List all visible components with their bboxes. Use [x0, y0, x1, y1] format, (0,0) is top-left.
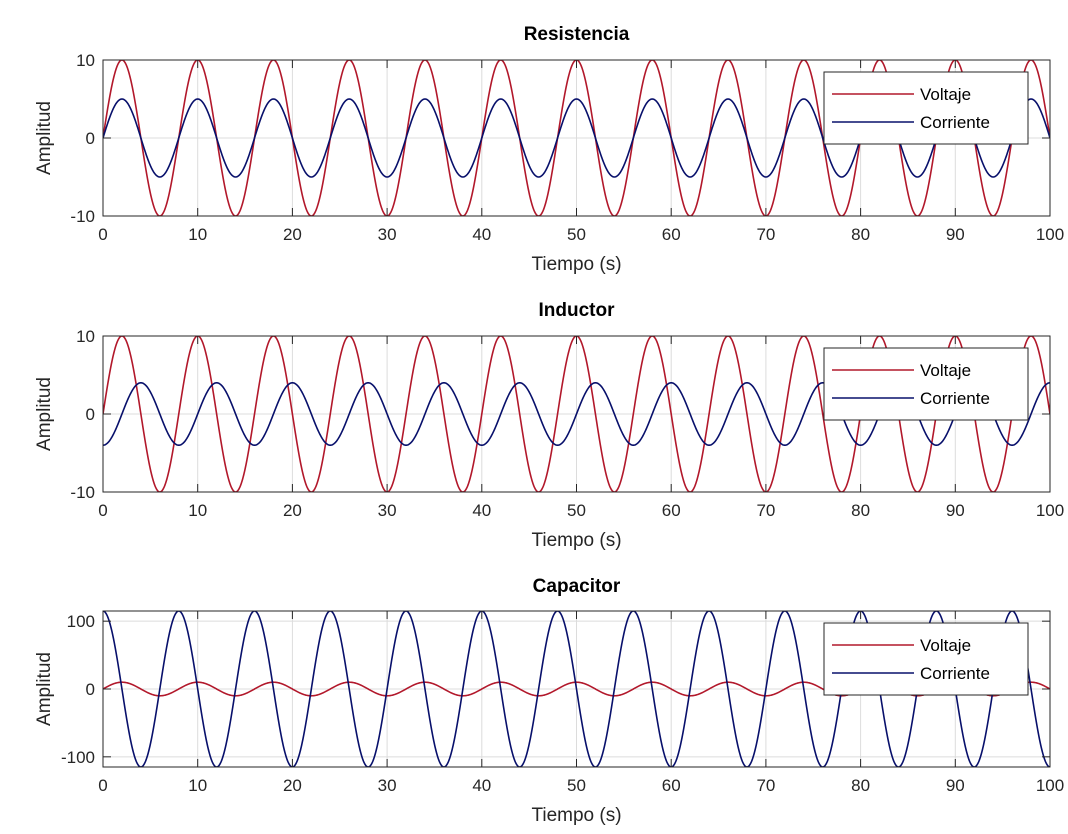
x-tick-label: 80 [851, 501, 870, 520]
chart-title: Capacitor [533, 576, 621, 597]
x-tick-label: 60 [662, 225, 681, 244]
legend-label-voltaje: Voltaje [920, 361, 971, 380]
x-tick-label: 80 [851, 225, 870, 244]
x-tick-label: 60 [662, 501, 681, 520]
x-axis-label: Tiempo (s) [531, 530, 621, 551]
chart-panel-2: 0 10 20 30 40 50 60 70 80 90 100-10010InductorTiem… [34, 300, 1064, 551]
x-tick-label: 40 [472, 776, 491, 795]
legend: Voltaje Corriente [823, 347, 1029, 421]
x-tick-label: 0 [98, 225, 107, 244]
x-tick-label: 40 [472, 225, 491, 244]
legend-label-voltaje: Voltaje [920, 85, 971, 104]
legend-label-corriente: Corriente [920, 664, 990, 683]
x-tick-label: 10 [188, 225, 207, 244]
y-tick-label: -10 [70, 207, 95, 226]
x-tick-label: 60 [662, 776, 681, 795]
x-tick-label: 90 [946, 501, 965, 520]
y-tick-label: 10 [76, 51, 95, 70]
y-axis-label: Amplitud [34, 101, 55, 175]
chart-title: Resistencia [524, 24, 630, 45]
x-tick-label: 90 [946, 225, 965, 244]
x-axis-label: Tiempo (s) [531, 254, 621, 275]
y-tick-label: -10 [70, 483, 95, 502]
x-tick-label: 80 [851, 776, 870, 795]
x-tick-label: 100 [1036, 501, 1064, 520]
x-tick-label: 10 [188, 776, 207, 795]
x-tick-label: 20 [283, 776, 302, 795]
legend: Voltaje Corriente [823, 622, 1029, 696]
x-tick-label: 40 [472, 501, 491, 520]
chart-title: Inductor [539, 300, 616, 321]
legend-box [823, 347, 1029, 421]
x-tick-label: 20 [283, 225, 302, 244]
x-tick-label: 70 [756, 776, 775, 795]
x-tick-label: 70 [756, 501, 775, 520]
x-tick-label: 50 [567, 776, 586, 795]
x-tick-label: 70 [756, 225, 775, 244]
y-tick-label: -100 [61, 748, 95, 767]
x-tick-label: 30 [378, 501, 397, 520]
x-tick-label: 30 [378, 776, 397, 795]
x-axis-label: Tiempo (s) [531, 805, 621, 826]
x-tick-label: 50 [567, 225, 586, 244]
chart-panel-3: 0 10 20 30 40 50 60 70 80 90 100-1000100CapacitorT… [34, 576, 1064, 826]
series-line-corriente [103, 611, 1050, 767]
x-tick-label: 100 [1036, 225, 1064, 244]
legend: Voltaje Corriente [823, 71, 1029, 145]
x-tick-label: 0 [98, 501, 107, 520]
x-tick-label: 20 [283, 501, 302, 520]
y-tick-label: 0 [86, 680, 95, 699]
legend-label-corriente: Corriente [920, 113, 990, 132]
y-tick-label: 10 [76, 327, 95, 346]
legend-box [823, 71, 1029, 145]
y-axis-label: Amplitud [34, 652, 55, 726]
x-tick-label: 50 [567, 501, 586, 520]
y-tick-label: 0 [86, 129, 95, 148]
x-tick-label: 90 [946, 776, 965, 795]
x-tick-label: 0 [98, 776, 107, 795]
legend-label-corriente: Corriente [920, 389, 990, 408]
y-axis-label: Amplitud [34, 377, 55, 451]
chart-panel-1: 0 10 20 30 40 50 60 70 80 90 100-10010ResistenciaT… [34, 24, 1064, 275]
x-tick-label: 30 [378, 225, 397, 244]
legend-box [823, 622, 1029, 696]
y-tick-label: 0 [86, 405, 95, 424]
y-tick-label: 100 [67, 612, 95, 631]
legend-label-voltaje: Voltaje [920, 636, 971, 655]
x-tick-label: 10 [188, 501, 207, 520]
x-tick-label: 100 [1036, 776, 1064, 795]
